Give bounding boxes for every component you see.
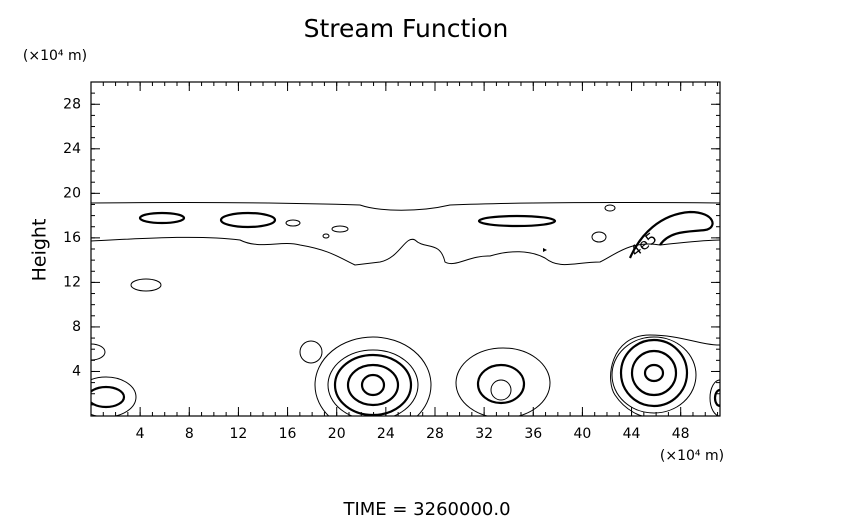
contour	[591, 231, 607, 243]
y-axis-label: Height	[29, 219, 51, 282]
chart-title: Stream Function	[304, 14, 509, 43]
x-tick-label: 24	[377, 426, 395, 442]
contour	[611, 336, 697, 414]
contour	[285, 219, 301, 227]
contour	[543, 248, 547, 252]
y-tick-label: 16	[63, 230, 81, 246]
contour	[628, 210, 714, 259]
contour	[610, 334, 720, 416]
contour	[619, 338, 689, 408]
contour	[314, 336, 432, 416]
x-tick-label: 16	[279, 426, 297, 442]
y-tick-label: 20	[63, 185, 81, 201]
contour	[713, 388, 720, 408]
y-unit: (×10⁴ m)	[23, 48, 87, 64]
contour	[91, 236, 720, 266]
contour	[91, 385, 126, 409]
contour	[322, 233, 330, 239]
contour	[91, 376, 137, 416]
contour	[630, 349, 678, 397]
x-tick-label: 40	[573, 426, 591, 442]
contour	[333, 353, 413, 416]
x-tick-label: 12	[230, 426, 248, 442]
y-tick-label: 24	[63, 141, 81, 157]
contour	[455, 347, 551, 416]
contour	[477, 214, 557, 228]
contour	[360, 373, 386, 397]
contour	[476, 363, 526, 405]
contour	[327, 349, 419, 416]
contour	[91, 343, 106, 361]
footer: TIME = 3260000.0	[342, 499, 510, 519]
x-tick-label: 44	[623, 426, 641, 442]
contour	[219, 211, 277, 229]
contour	[138, 211, 186, 225]
contour	[709, 379, 720, 416]
x-tick-label: 28	[426, 426, 444, 442]
contour	[331, 225, 349, 233]
contour	[604, 204, 616, 212]
y-tick-label: 12	[63, 274, 81, 290]
y-tick-label: 28	[63, 96, 81, 112]
x-tick-label: 20	[328, 426, 346, 442]
contours	[91, 202, 720, 416]
contour	[91, 202, 720, 211]
x-tick-label: 36	[524, 426, 542, 442]
x-tick-label: 48	[672, 426, 690, 442]
contour	[643, 363, 665, 383]
contour	[130, 278, 162, 292]
x-tick-label: 4	[136, 426, 145, 442]
contour	[346, 363, 400, 407]
y-tick-label: 8	[72, 319, 81, 335]
y-tick-label: 4	[72, 363, 81, 379]
x-tick-label: 32	[475, 426, 493, 442]
x-unit: (×10⁴ m)	[660, 448, 724, 464]
contour	[299, 340, 323, 364]
x-tick-label: 8	[185, 426, 194, 442]
contour	[490, 379, 512, 401]
